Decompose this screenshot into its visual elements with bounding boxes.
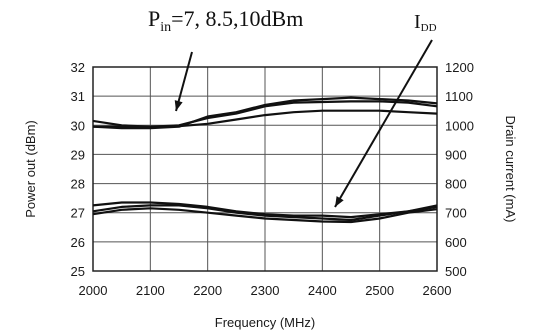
x-tick-label: 2200 <box>193 283 222 298</box>
x-tick-label: 2400 <box>308 283 337 298</box>
y-left-tick-label: 27 <box>71 206 85 221</box>
annotation-ids: IDD <box>414 11 437 34</box>
series-group <box>92 96 438 224</box>
grid <box>92 66 438 272</box>
x-tick-label: 2000 <box>79 283 108 298</box>
annotation-ids-sub: DD <box>421 22 437 34</box>
y-axis-right-title: Drain current (mA) <box>503 116 518 223</box>
ids-arrow-shaft <box>334 39 433 208</box>
y-left-tick-label: 31 <box>71 89 85 104</box>
series-line-6 <box>92 207 438 224</box>
y-right-tick-label: 1000 <box>445 118 474 133</box>
y-right-tick-label: 1200 <box>445 60 474 75</box>
pin-arrow-head <box>174 100 183 111</box>
annotation-ids-base: I <box>414 11 421 33</box>
tick-labels: 2000 2100 2200 2300 2400 2500 2600 25 26 27 28 29 30… <box>71 60 474 298</box>
x-axis-title: Frequency (MHz) <box>215 315 315 330</box>
x-tick-label: 2300 <box>251 283 280 298</box>
y-right-tick-label: 700 <box>445 206 467 221</box>
series-line-5 <box>92 204 438 222</box>
series-line-3 <box>92 96 438 130</box>
series-line-4 <box>92 201 438 219</box>
plot-frame <box>92 66 438 272</box>
y-axis-left-title: Power out (dBm) <box>23 120 38 218</box>
x-tick-label: 2100 <box>136 283 165 298</box>
y-right-tick-label: 800 <box>445 177 467 192</box>
y-right-tick-label: 900 <box>445 147 467 162</box>
y-left-tick-label: 26 <box>71 235 85 250</box>
x-tick-label: 2500 <box>365 283 394 298</box>
y-left-tick-label: 32 <box>71 60 85 75</box>
ids-arrow-head <box>335 196 344 207</box>
y-left-tick-label: 30 <box>71 118 85 133</box>
y-right-tick-label: 500 <box>445 264 467 279</box>
y-right-tick-label: 1100 <box>445 89 473 104</box>
y-left-tick-label: 25 <box>71 264 85 279</box>
annotation-pin-base: P <box>148 6 160 31</box>
x-tick-label: 2600 <box>423 283 452 298</box>
series-line-2 <box>93 100 438 128</box>
annotation-pin-rest: =7, 8.5,10dBm <box>171 6 303 31</box>
y-left-tick-label: 29 <box>71 147 85 162</box>
annotation-pin: Pin=7, 8.5,10dBm <box>148 6 303 35</box>
annotation-pin-sub: in <box>160 20 171 35</box>
y-left-tick-label: 28 <box>71 177 85 192</box>
y-right-tick-label: 600 <box>445 235 467 250</box>
annotation-arrows <box>174 39 433 208</box>
